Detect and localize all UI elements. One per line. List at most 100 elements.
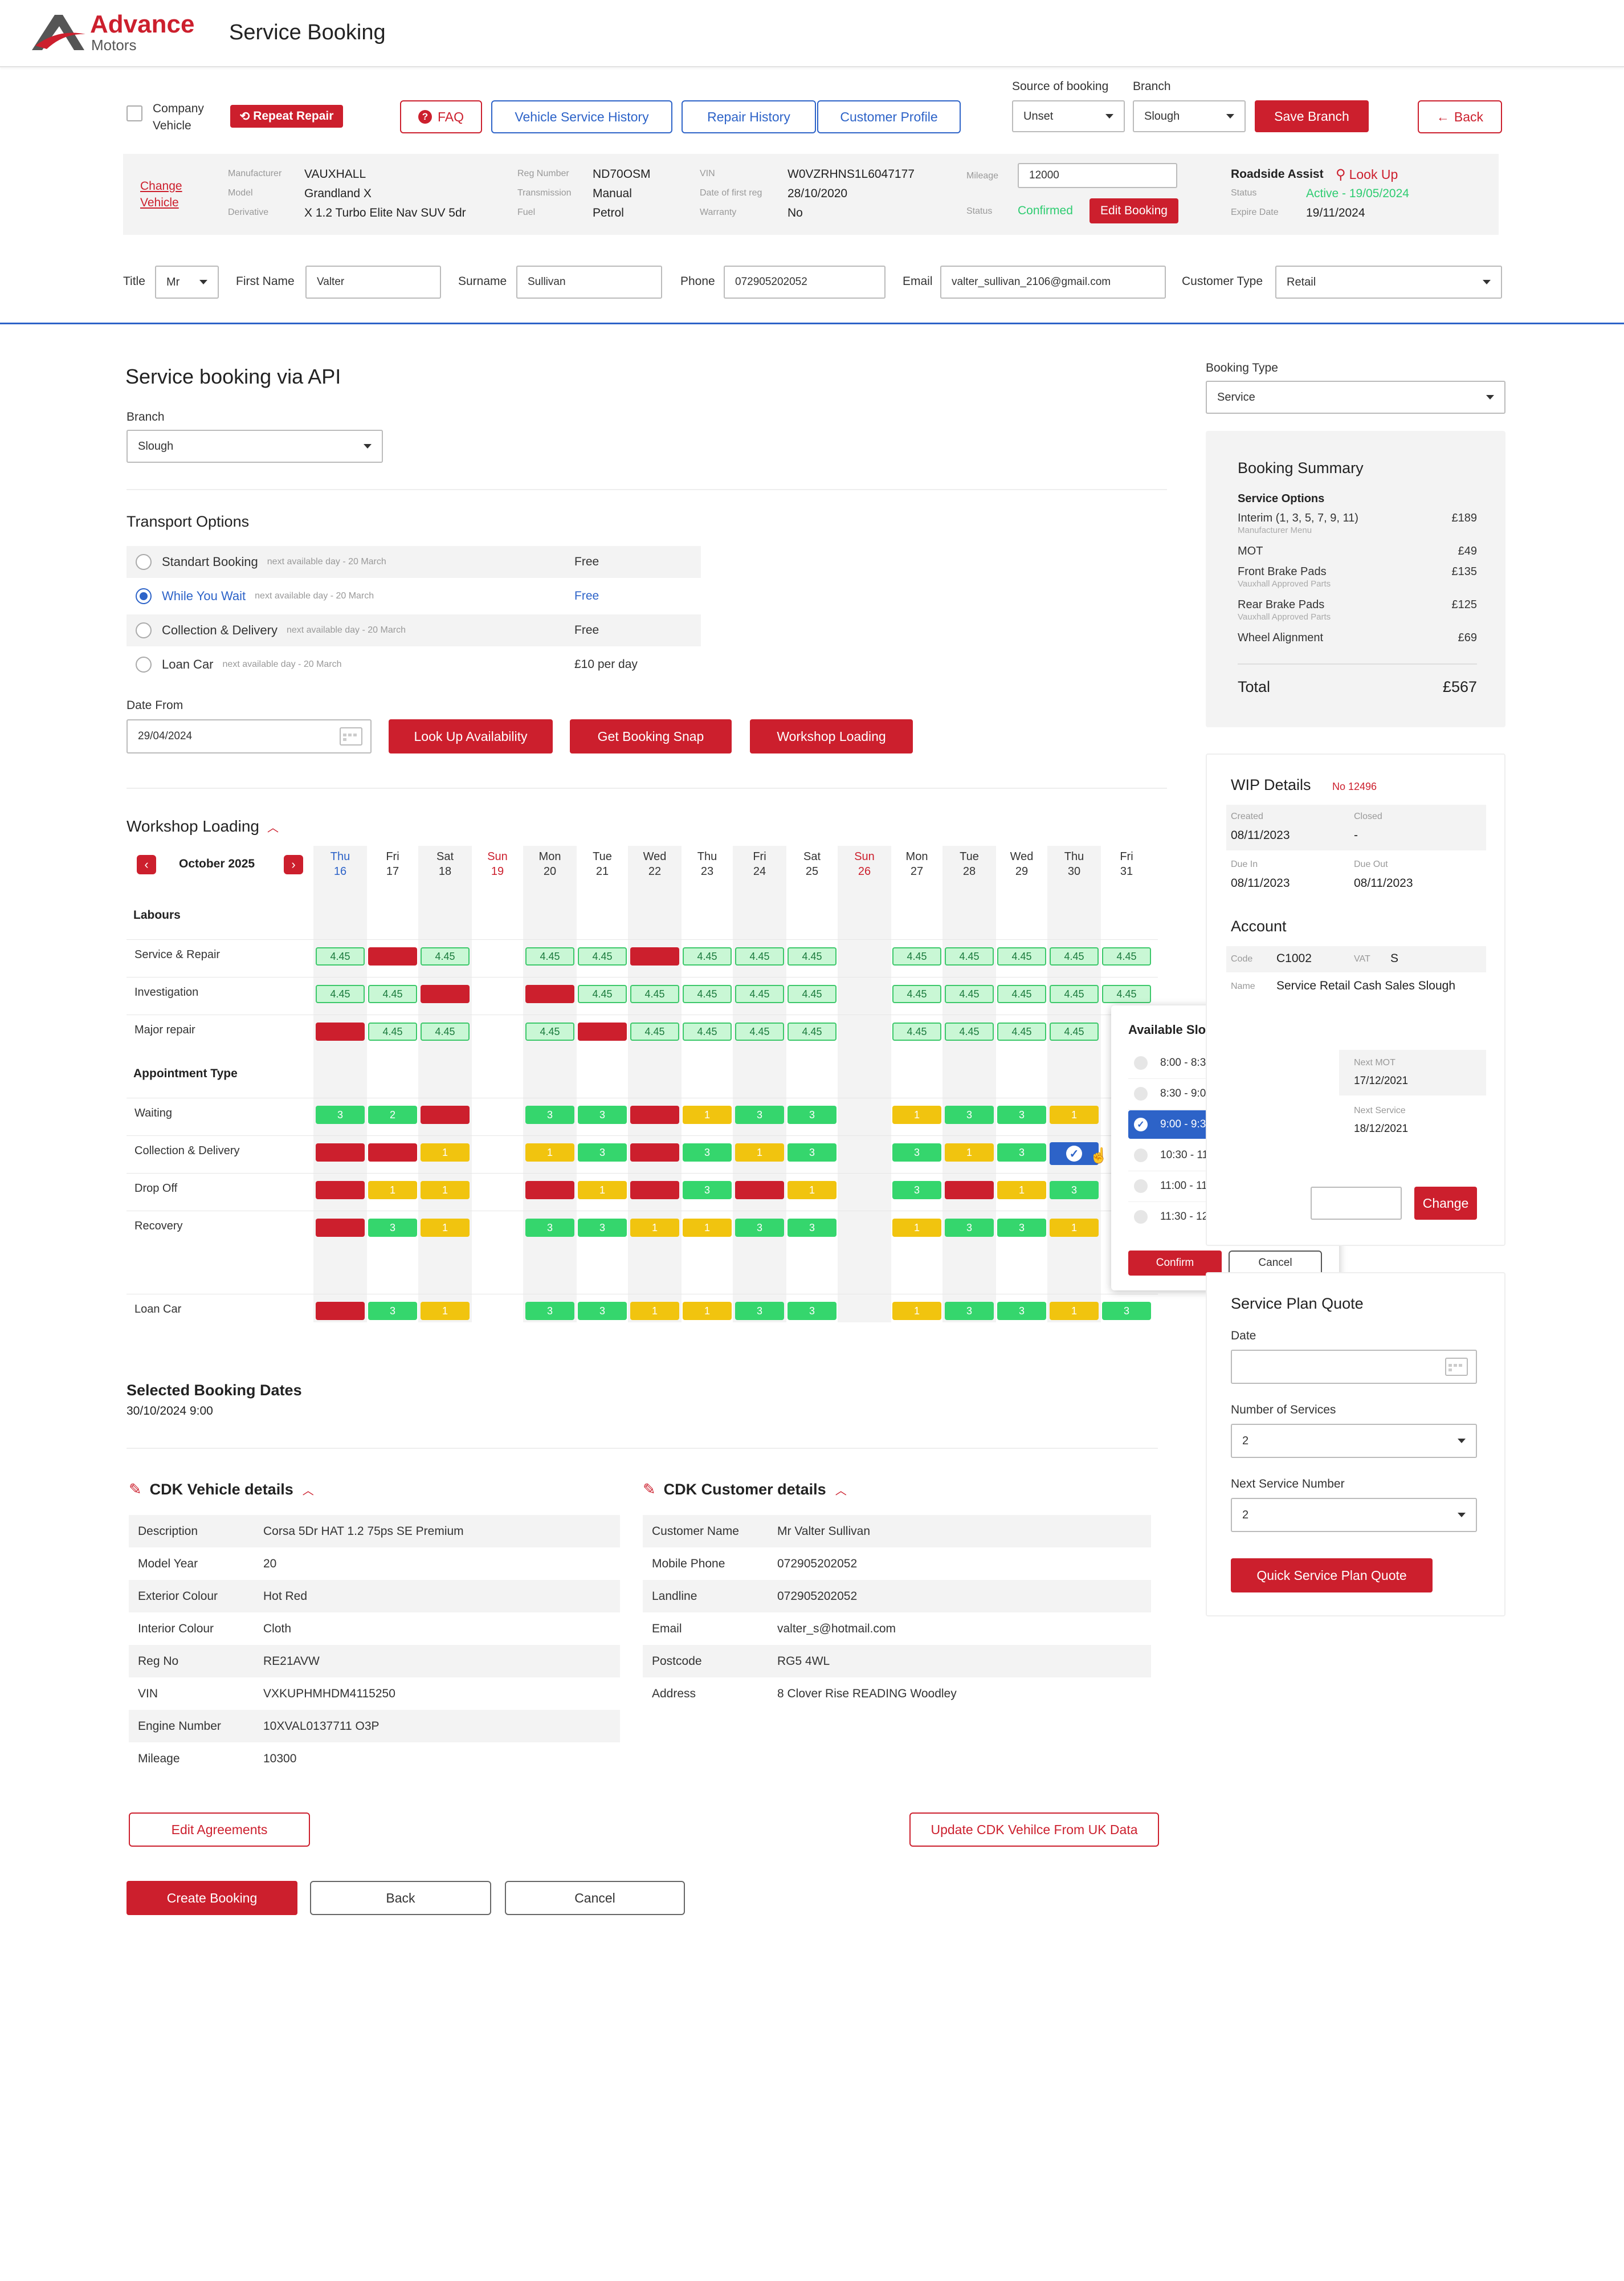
save-branch-button[interactable]: Save Branch [1255, 100, 1369, 132]
loading-cell[interactable]: 4.45 [630, 985, 679, 1003]
loading-cell[interactable]: 3 [683, 1181, 732, 1199]
loading-cell[interactable]: 3 [578, 1143, 627, 1162]
loading-cell[interactable] [368, 1143, 417, 1162]
day-header[interactable]: Thu 23 [683, 849, 732, 879]
loading-cell[interactable]: 1 [1050, 1302, 1099, 1320]
loading-cell[interactable]: 4.45 [316, 947, 365, 966]
look-up-link[interactable]: ⚲ Look Up [1336, 167, 1398, 182]
loading-cell[interactable]: 4.45 [630, 1023, 679, 1041]
radio-button[interactable]: ✓ [1134, 1118, 1148, 1131]
loading-cell[interactable]: 3 [892, 1181, 941, 1199]
loading-cell[interactable]: 4.45 [578, 985, 627, 1003]
branch-top-select[interactable]: Slough [1133, 100, 1246, 132]
quick-quote-button[interactable]: Quick Service Plan Quote [1231, 1558, 1433, 1592]
change-input[interactable] [1311, 1187, 1402, 1220]
cancel-bottom-button[interactable]: Cancel [505, 1881, 685, 1915]
transport-option[interactable]: Collection & Delivery next available day … [127, 614, 701, 646]
loading-cell[interactable]: 1 [997, 1181, 1046, 1199]
slot-option[interactable]: 8:30 - 9:00 [1128, 1080, 1323, 1108]
edit-agreements-button[interactable]: Edit Agreements [129, 1812, 310, 1847]
loading-cell[interactable]: 3 [525, 1219, 574, 1237]
day-header[interactable]: Fri 24 [735, 849, 784, 879]
loading-cell[interactable]: 1 [683, 1302, 732, 1320]
loading-cell[interactable]: 3 [945, 1219, 994, 1237]
transport-option[interactable]: While You Wait next available day - 20 Ma… [127, 580, 701, 612]
customer-type-select[interactable]: Retail [1275, 266, 1502, 299]
day-header[interactable]: Thu 16 [316, 849, 365, 879]
back-top-button[interactable]: ← Back [1418, 100, 1502, 133]
loading-cell[interactable]: 1 [421, 1181, 470, 1199]
loading-cell[interactable] [578, 1023, 627, 1041]
loading-cell[interactable]: 1 [578, 1181, 627, 1199]
prev-month-button[interactable]: ‹ [137, 855, 156, 874]
edit-booking-button[interactable]: Edit Booking [1090, 198, 1178, 223]
radio-button[interactable] [1134, 1210, 1148, 1224]
loading-cell[interactable]: 4.45 [421, 947, 470, 966]
loading-cell[interactable]: 1 [735, 1143, 784, 1162]
loading-cell[interactable]: 4.45 [945, 985, 994, 1003]
loading-cell[interactable] [316, 1143, 365, 1162]
day-header[interactable]: Thu 30 [1050, 849, 1099, 879]
loading-cell[interactable]: 3 [525, 1302, 574, 1320]
loading-cell[interactable] [421, 1106, 470, 1124]
create-booking-button[interactable]: Create Booking [127, 1881, 297, 1915]
date-from-input[interactable]: 29/04/2024 [127, 719, 372, 753]
loading-cell[interactable]: 1 [421, 1143, 470, 1162]
loading-cell[interactable]: 1 [1050, 1219, 1099, 1237]
selected-slot-cell[interactable]: ✓ ☝ [1050, 1142, 1108, 1165]
loading-cell[interactable]: 3 [316, 1106, 365, 1124]
loading-cell[interactable]: 2 [368, 1106, 417, 1124]
loading-cell[interactable] [525, 985, 574, 1003]
loading-cell[interactable]: 3 [1102, 1302, 1151, 1320]
look-up-availability-button[interactable]: Look Up Availability [389, 719, 553, 753]
loading-cell[interactable]: 3 [997, 1143, 1046, 1162]
day-header[interactable]: Sat 25 [787, 849, 837, 879]
loading-cell[interactable]: 4.45 [1050, 1023, 1099, 1041]
loading-cell[interactable]: 3 [892, 1143, 941, 1162]
loading-cell[interactable]: 1 [787, 1181, 837, 1199]
loading-cell[interactable]: 4.45 [578, 947, 627, 966]
loading-cell[interactable]: 1 [945, 1143, 994, 1162]
loading-cell[interactable]: 3 [787, 1143, 837, 1162]
loading-cell[interactable]: 4.45 [525, 947, 574, 966]
loading-cell[interactable]: 4.45 [683, 947, 732, 966]
loading-cell[interactable]: 1 [630, 1219, 679, 1237]
loading-cell[interactable]: 4.45 [787, 1023, 837, 1041]
vehicle-service-history-button[interactable]: Vehicle Service History [491, 100, 672, 133]
loading-cell[interactable]: 4.45 [735, 1023, 784, 1041]
loading-cell[interactable]: 3 [578, 1302, 627, 1320]
change-vehicle-link[interactable]: Change Vehicle [140, 180, 182, 209]
loading-cell[interactable] [525, 1181, 574, 1199]
loading-cell[interactable]: 4.45 [1050, 947, 1099, 966]
loading-cell[interactable]: 1 [892, 1219, 941, 1237]
day-header[interactable]: Sun 19 [473, 849, 522, 879]
loading-cell[interactable]: 4.45 [997, 1023, 1046, 1041]
loading-cell[interactable]: 4.45 [997, 947, 1046, 966]
loading-cell[interactable]: 4.45 [368, 1023, 417, 1041]
loading-cell[interactable]: 3 [787, 1106, 837, 1124]
day-header[interactable]: Tue 21 [578, 849, 627, 879]
loading-cell[interactable]: 3 [945, 1106, 994, 1124]
loading-cell[interactable]: 1 [421, 1302, 470, 1320]
day-header[interactable]: Fri 31 [1102, 849, 1151, 879]
day-header[interactable]: Sat 18 [421, 849, 470, 879]
loading-cell[interactable] [630, 947, 679, 966]
day-header[interactable]: Wed 22 [630, 849, 679, 879]
loading-cell[interactable]: 3 [368, 1302, 417, 1320]
loading-cell[interactable]: 3 [578, 1219, 627, 1237]
loading-cell[interactable] [368, 947, 417, 966]
loading-cell[interactable]: 4.45 [997, 985, 1046, 1003]
loading-cell[interactable]: 4.45 [787, 985, 837, 1003]
loading-cell[interactable]: 1 [683, 1219, 732, 1237]
day-header[interactable]: Mon 20 [525, 849, 574, 879]
loading-cell[interactable]: 4.45 [787, 947, 837, 966]
loading-cell[interactable] [316, 1181, 365, 1199]
day-header[interactable]: Sun 26 [840, 849, 889, 879]
loading-cell[interactable] [630, 1143, 679, 1162]
title-select[interactable]: Mr [155, 266, 219, 299]
workshop-heading[interactable]: Workshop Loading ︿ [127, 817, 279, 835]
source-of-booking-select[interactable]: Unset [1012, 100, 1125, 132]
loading-cell[interactable]: 1 [368, 1181, 417, 1199]
loading-cell[interactable]: 4.45 [892, 1023, 941, 1041]
transport-option[interactable]: Loan Car next available day - 20 March £10… [127, 649, 701, 681]
